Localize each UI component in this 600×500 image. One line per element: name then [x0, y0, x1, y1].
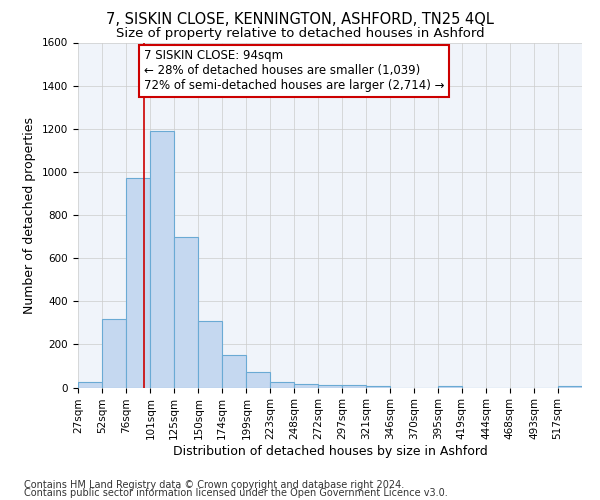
- X-axis label: Distribution of detached houses by size in Ashford: Distribution of detached houses by size …: [173, 445, 487, 458]
- Bar: [318, 386, 342, 388]
- Bar: [174, 236, 199, 388]
- Bar: [342, 386, 366, 388]
- Text: 7 SISKIN CLOSE: 94sqm
← 28% of detached houses are smaller (1,039)
72% of semi-d: 7 SISKIN CLOSE: 94sqm ← 28% of detached …: [143, 50, 444, 92]
- Bar: [557, 386, 582, 388]
- Text: 7, SISKIN CLOSE, KENNINGTON, ASHFORD, TN25 4QL: 7, SISKIN CLOSE, KENNINGTON, ASHFORD, TN…: [106, 12, 494, 28]
- Bar: [438, 386, 461, 388]
- Y-axis label: Number of detached properties: Number of detached properties: [23, 116, 37, 314]
- Text: Contains public sector information licensed under the Open Government Licence v3: Contains public sector information licen…: [24, 488, 448, 498]
- Bar: [103, 318, 126, 388]
- Bar: [270, 382, 294, 388]
- Bar: [199, 320, 222, 388]
- Bar: [366, 386, 390, 388]
- Text: Size of property relative to detached houses in Ashford: Size of property relative to detached ho…: [116, 28, 484, 40]
- Text: Contains HM Land Registry data © Crown copyright and database right 2024.: Contains HM Land Registry data © Crown c…: [24, 480, 404, 490]
- Bar: [222, 355, 247, 388]
- Bar: [294, 384, 318, 388]
- Bar: [151, 131, 174, 388]
- Bar: [247, 372, 270, 388]
- Bar: [126, 178, 151, 388]
- Bar: [78, 382, 103, 388]
